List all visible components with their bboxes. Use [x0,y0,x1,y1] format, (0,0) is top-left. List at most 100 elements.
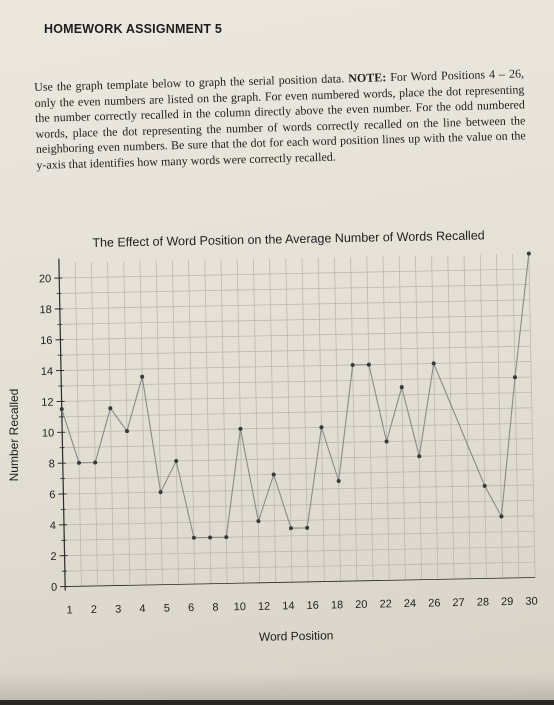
grid-line-vertical [108,262,114,586]
data-point [272,472,276,476]
data-point [93,460,97,464]
y-tick-label: 12 [41,397,53,409]
grid-line-horizontal [60,300,530,309]
y-tick-label: 14 [41,366,53,378]
x-tick-label: 16 [306,600,318,612]
data-point [305,526,309,530]
y-tick-label: 4 [50,520,56,532]
grid-line-vertical [286,258,292,582]
grid-line-vertical [334,257,340,581]
data-point [77,461,81,465]
grid-line-vertical [432,255,438,579]
data-point [417,454,421,458]
x-tick-label: 10 [234,601,246,613]
grid-line-vertical [302,258,308,582]
grid-line-vertical [383,256,389,580]
x-tick-label: 18 [331,599,343,611]
grid-line-vertical [253,259,259,583]
grid-line-vertical [75,262,81,586]
data-point [140,375,144,379]
grid-line-horizontal [60,284,530,293]
grid-line-horizontal [62,392,532,401]
grid-line-vertical [318,258,324,582]
y-tick-label: 8 [49,458,55,470]
y-tick-label: 16 [40,335,52,347]
data-point [367,363,371,367]
x-tick-label: 6 [188,602,194,614]
grid-line-vertical [448,255,454,579]
grid-line-horizontal [63,454,533,463]
data-point [527,252,531,256]
data-point [192,536,196,540]
data-point [483,484,487,488]
x-tick-label: 26 [428,597,440,609]
grid-line-vertical [156,261,162,585]
grid-line-horizontal [61,346,531,355]
x-tick-label: 12 [258,601,270,613]
grid-line-horizontal [59,269,529,278]
grid-line-vertical [496,254,502,578]
data-point [513,375,517,379]
data-point [159,490,163,494]
x-tick-label: 24 [404,598,416,610]
grid-line-horizontal [64,516,534,525]
x-axis-label: Word Position [259,628,334,643]
data-point [432,361,436,365]
grid-line-vertical [91,262,97,586]
x-tick-label: 2 [91,604,97,616]
x-tick-label: 5 [164,603,170,615]
grid-line-horizontal [65,562,535,571]
data-point [499,514,503,518]
y-tick-label: 20 [39,273,51,285]
x-tick-label: 28 [477,596,489,608]
grid-line-vertical [513,254,519,578]
grid-line-vertical [205,260,211,584]
grid-line-horizontal [65,547,535,556]
grid-line-vertical [367,257,373,581]
grid-line-horizontal [64,500,534,509]
grid-line-horizontal [60,315,530,324]
grid-line-vertical [480,255,486,579]
data-point [224,535,228,539]
grid-line-horizontal [63,485,533,494]
grid-line-vertical [415,256,421,580]
data-point [238,427,242,431]
grid-line-vertical [237,259,243,583]
grid-line-horizontal [61,377,531,386]
y-tick-label: 18 [39,304,51,316]
grid-line-vertical [351,257,357,581]
y-axis-label: Number Recalled [7,389,21,482]
y-tick-label: 10 [42,427,54,439]
data-point [289,526,293,530]
data-point [400,385,404,389]
grid-line-vertical [172,260,178,584]
grid-line-vertical [529,254,535,578]
data-point [174,459,178,463]
grid-line-horizontal [60,331,530,340]
y-tick-label: 0 [51,582,57,594]
x-tick-label: 4 [139,603,145,615]
grid-line-vertical [270,259,276,583]
data-point [337,479,341,483]
data-point [256,519,260,523]
data-point [319,425,323,429]
x-tick-label: 27 [452,597,464,609]
x-tick-label: 22 [379,598,391,610]
x-tick-label: 8 [212,602,218,614]
grid-line-horizontal [62,439,532,448]
grid-line-horizontal [61,362,531,371]
x-tick-label: 3 [115,603,121,615]
grid-line-vertical [399,256,405,580]
grid-line-horizontal [64,531,534,540]
chart-title: The Effect of Word Position on the Avera… [92,228,485,250]
x-tick-label: 29 [501,596,513,608]
grid-line-vertical [464,255,470,579]
x-tick-label: 30 [525,595,537,607]
x-tick-label: 20 [355,599,367,611]
y-tick-label: 6 [49,489,55,501]
data-point [385,439,389,443]
